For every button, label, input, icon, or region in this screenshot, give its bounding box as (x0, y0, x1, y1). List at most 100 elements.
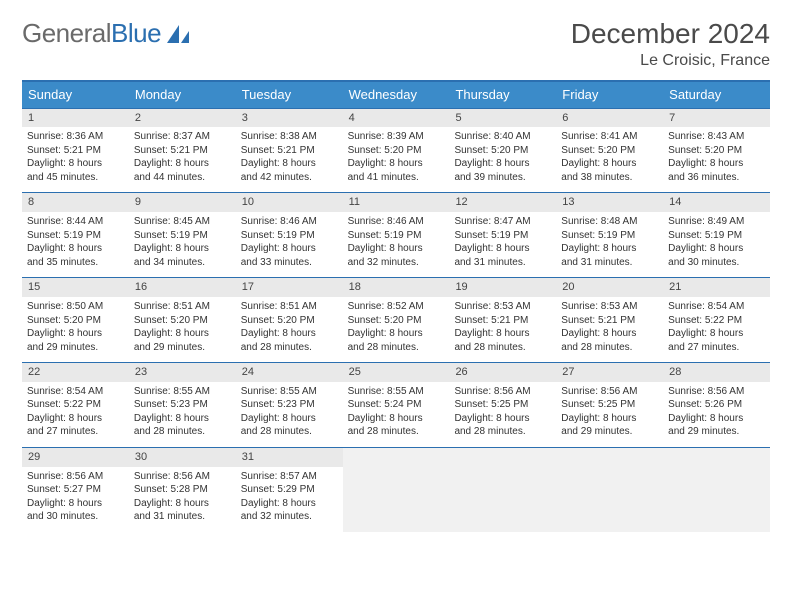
sunrise-text: Sunrise: 8:55 AM (241, 385, 338, 399)
weekday-header: Thursday (449, 82, 556, 108)
day-content-cell: Sunrise: 8:55 AMSunset: 5:23 PMDaylight:… (236, 382, 343, 447)
daylight-text-1: Daylight: 8 hours (27, 327, 124, 341)
daylight-text-1: Daylight: 8 hours (27, 242, 124, 256)
sunrise-text: Sunrise: 8:48 AM (561, 215, 658, 229)
daylight-text-1: Daylight: 8 hours (561, 242, 658, 256)
daylight-text-2: and 39 minutes. (454, 171, 551, 185)
sunrise-text: Sunrise: 8:36 AM (27, 130, 124, 144)
day-content-cell: Sunrise: 8:53 AMSunset: 5:21 PMDaylight:… (556, 297, 663, 362)
day-content-cell: Sunrise: 8:43 AMSunset: 5:20 PMDaylight:… (663, 127, 770, 192)
day-content-row: Sunrise: 8:56 AMSunset: 5:27 PMDaylight:… (22, 467, 770, 532)
day-content-row: Sunrise: 8:36 AM Sunset: 5:21 PM Daylight:… (22, 127, 770, 192)
day-number-cell: 26 (449, 362, 556, 382)
daylight-text-1: Daylight: 8 hours (561, 157, 658, 171)
sunset-text: Sunset: 5:22 PM (668, 314, 765, 328)
logo-text-1: General (22, 18, 111, 49)
sunrise-text: Sunrise: 8:56 AM (561, 385, 658, 399)
day-content-cell: Sunrise: 8:56 AMSunset: 5:27 PMDaylight:… (22, 467, 129, 532)
daylight-text-2: and 28 minutes. (348, 341, 445, 355)
day-content-cell (556, 467, 663, 532)
day-number-cell (343, 447, 450, 467)
day-content-row: Sunrise: 8:50 AMSunset: 5:20 PMDaylight:… (22, 297, 770, 362)
sunset-text: Sunset: 5:21 PM (241, 144, 338, 158)
day-number-cell: 6 (556, 108, 663, 128)
daylight-text-1: Daylight: 8 hours (134, 497, 231, 511)
daylight-text-2: and 36 minutes. (668, 171, 765, 185)
daylight-text-1: Daylight: 8 hours (454, 327, 551, 341)
sunset-text: Sunset: 5:29 PM (241, 483, 338, 497)
daylight-text-1: Daylight: 8 hours (561, 327, 658, 341)
day-number-row: 15161718192021 (22, 277, 770, 297)
day-content-cell: Sunrise: 8:57 AMSunset: 5:29 PMDaylight:… (236, 467, 343, 532)
daylight-text-2: and 38 minutes. (561, 171, 658, 185)
daylight-text-1: Daylight: 8 hours (134, 157, 231, 171)
day-content-cell: Sunrise: 8:52 AMSunset: 5:20 PMDaylight:… (343, 297, 450, 362)
daylight-text-1: Daylight: 8 hours (348, 157, 445, 171)
day-content-cell: Sunrise: 8:38 AMSunset: 5:21 PMDaylight:… (236, 127, 343, 192)
sunrise-text: Sunrise: 8:49 AM (668, 215, 765, 229)
day-content-cell: Sunrise: 8:45 AMSunset: 5:19 PMDaylight:… (129, 212, 236, 277)
sunrise-text: Sunrise: 8:53 AM (561, 300, 658, 314)
daylight-text-1: Daylight: 8 hours (348, 242, 445, 256)
daylight-text-1: Daylight: 8 hours (668, 412, 765, 426)
daylight-text-2: and 30 minutes. (668, 256, 765, 270)
daylight-text-1: Daylight: 8 hours (27, 157, 124, 171)
sunset-text: Sunset: 5:27 PM (27, 483, 124, 497)
day-content-cell: Sunrise: 8:40 AMSunset: 5:20 PMDaylight:… (449, 127, 556, 192)
day-content-cell (663, 467, 770, 532)
sunrise-text: Sunrise: 8:55 AM (134, 385, 231, 399)
sunrise-text: Sunrise: 8:56 AM (454, 385, 551, 399)
sunrise-text: Sunrise: 8:47 AM (454, 215, 551, 229)
daylight-text-1: Daylight: 8 hours (348, 327, 445, 341)
day-number-cell: 30 (129, 447, 236, 467)
page-title: December 2024 (571, 18, 770, 50)
daylight-text-1: Daylight: 8 hours (27, 412, 124, 426)
day-number-cell: 7 (663, 108, 770, 128)
day-number-cell: 29 (22, 447, 129, 467)
day-number-cell: 4 (343, 108, 450, 128)
day-number-cell: 14 (663, 192, 770, 212)
daylight-text-2: and 28 minutes. (561, 341, 658, 355)
weekday-header: Friday (556, 82, 663, 108)
sunrise-text: Sunrise: 8:43 AM (668, 130, 765, 144)
sunset-text: Sunset: 5:22 PM (27, 398, 124, 412)
daylight-text-2: and 28 minutes. (454, 341, 551, 355)
day-content-cell: Sunrise: 8:46 AMSunset: 5:19 PMDaylight:… (343, 212, 450, 277)
daylight-text-2: and 32 minutes. (241, 510, 338, 524)
sunset-text: Sunset: 5:21 PM (561, 314, 658, 328)
daylight-text-2: and 28 minutes. (348, 425, 445, 439)
day-content-cell (343, 467, 450, 532)
sunrise-text: Sunrise: 8:44 AM (27, 215, 124, 229)
sunset-text: Sunset: 5:20 PM (454, 144, 551, 158)
daylight-text-1: Daylight: 8 hours (348, 412, 445, 426)
daylight-text-2: and 28 minutes. (134, 425, 231, 439)
day-content-cell: Sunrise: 8:46 AMSunset: 5:19 PMDaylight:… (236, 212, 343, 277)
sunset-text: Sunset: 5:26 PM (668, 398, 765, 412)
daylight-text-2: and 27 minutes. (668, 341, 765, 355)
day-number-cell: 8 (22, 192, 129, 212)
daylight-text-2: and 29 minutes. (134, 341, 231, 355)
day-content-cell: Sunrise: 8:55 AMSunset: 5:23 PMDaylight:… (129, 382, 236, 447)
sunset-text: Sunset: 5:20 PM (348, 314, 445, 328)
logo-text-2: Blue (111, 18, 161, 49)
daylight-text-2: and 31 minutes. (134, 510, 231, 524)
day-content-cell: Sunrise: 8:56 AMSunset: 5:28 PMDaylight:… (129, 467, 236, 532)
day-number-cell: 11 (343, 192, 450, 212)
day-number-cell: 1 (22, 108, 129, 128)
sunset-text: Sunset: 5:19 PM (454, 229, 551, 243)
day-number-cell: 19 (449, 277, 556, 297)
day-number-cell: 9 (129, 192, 236, 212)
sunset-text: Sunset: 5:24 PM (348, 398, 445, 412)
title-block: December 2024 Le Croisic, France (571, 18, 770, 70)
day-number-cell: 10 (236, 192, 343, 212)
daylight-text-1: Daylight: 8 hours (27, 497, 124, 511)
day-content-cell: Sunrise: 8:51 AMSunset: 5:20 PMDaylight:… (236, 297, 343, 362)
day-number-cell: 13 (556, 192, 663, 212)
day-number-cell: 22 (22, 362, 129, 382)
daylight-text-2: and 31 minutes. (561, 256, 658, 270)
weekday-header: Tuesday (236, 82, 343, 108)
location-label: Le Croisic, France (571, 52, 770, 70)
sunrise-text: Sunrise: 8:56 AM (134, 470, 231, 484)
daylight-text-2: and 29 minutes. (668, 425, 765, 439)
sunset-text: Sunset: 5:19 PM (561, 229, 658, 243)
